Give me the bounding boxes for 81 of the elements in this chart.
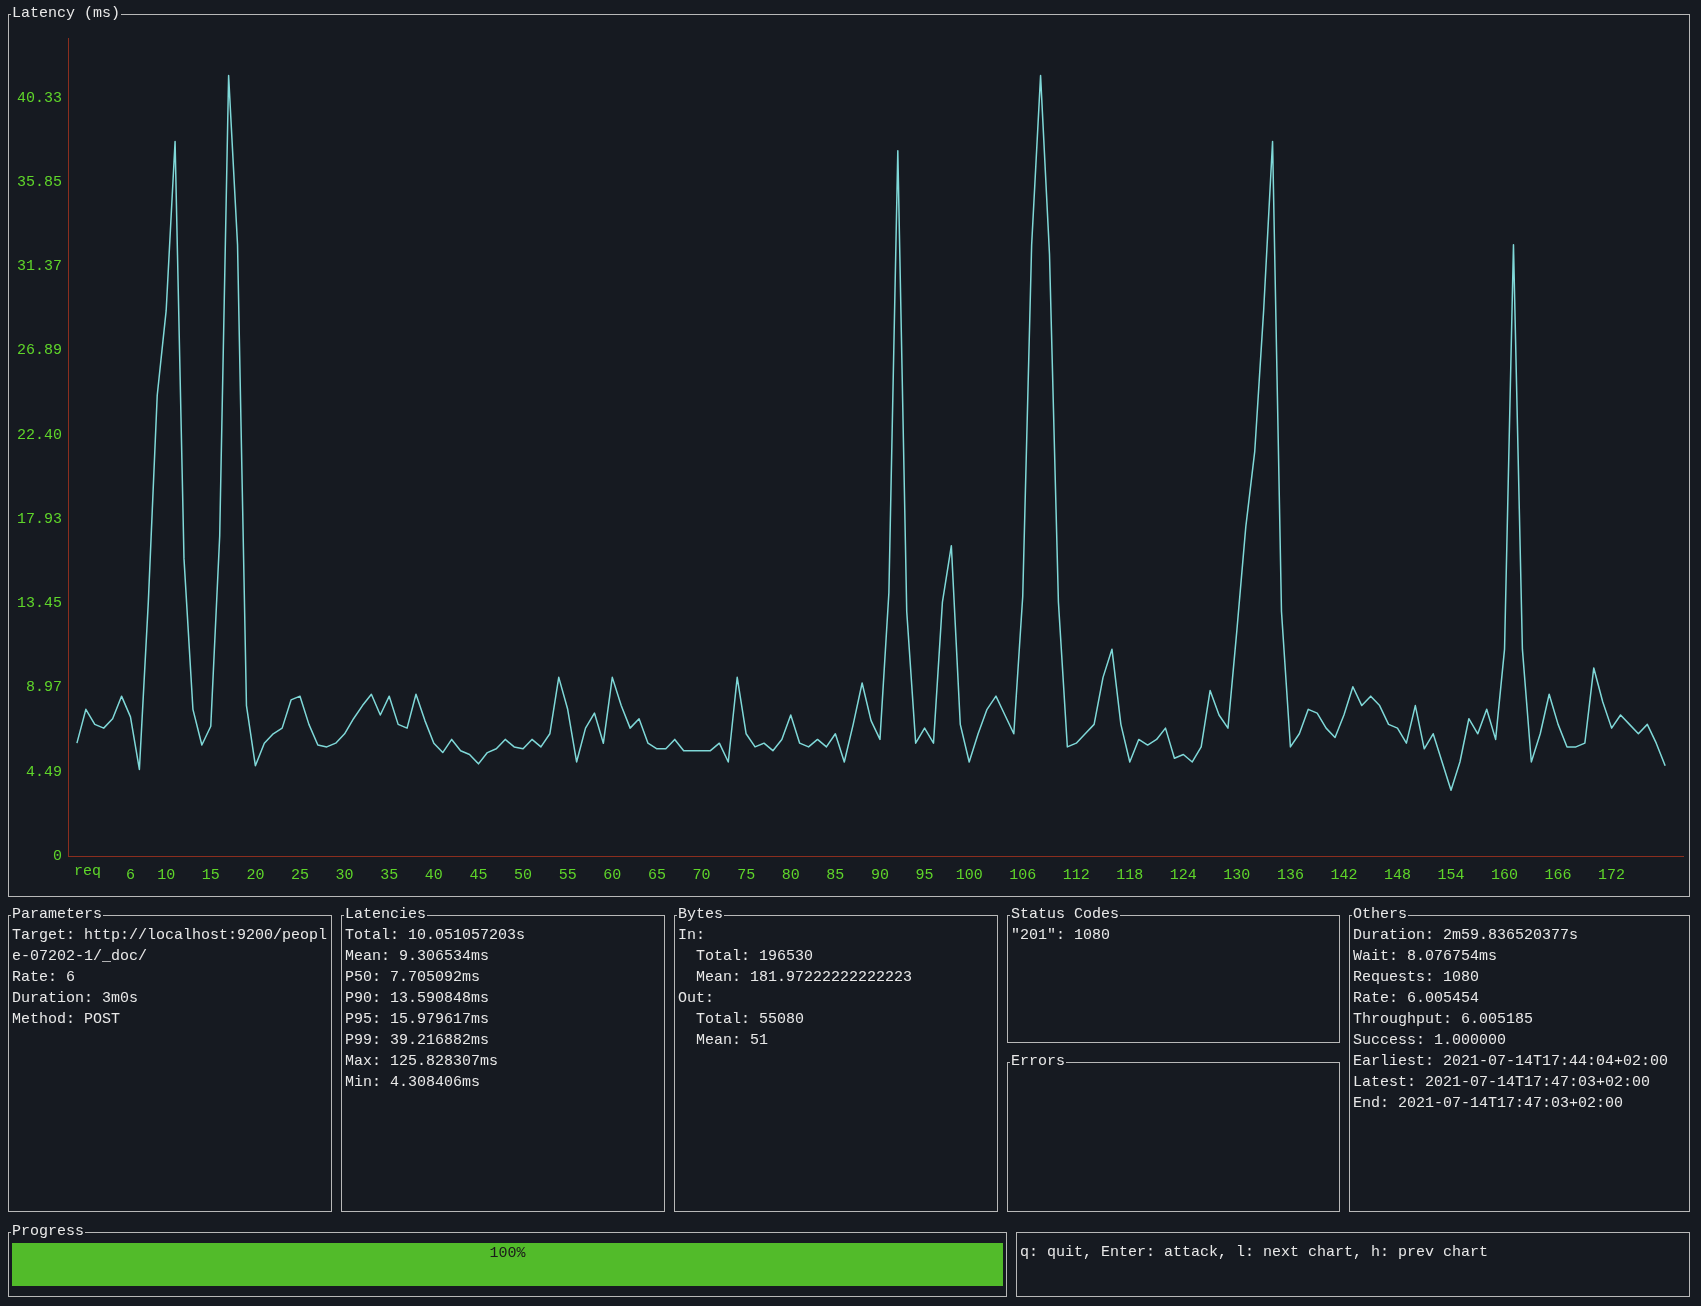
text: Total: 196530 [695, 947, 815, 967]
text: P90: 13.590848ms [345, 989, 491, 1009]
y-tick-label: 8.97 [25, 679, 63, 697]
x-tick-label: 80 [781, 866, 800, 884]
x-tick-label: 25 [290, 866, 309, 884]
text: Bytes [677, 906, 725, 924]
text: q: quit, Enter: attack, l: next chart, h: prev chart [1020, 1243, 1490, 1263]
text: Mean: 51 [695, 1031, 770, 1051]
text: 100% [488, 1244, 527, 1264]
x-tick-label: 90 [870, 866, 889, 884]
x-tick-label: 30 [335, 866, 354, 884]
x-tick-label: 166 [1544, 866, 1572, 884]
text: Duration: 3m0s [12, 989, 140, 1009]
text: Requests: 1080 [1353, 968, 1481, 988]
text: Total: 10.051057203s [345, 926, 527, 946]
x-tick-label: 75 [737, 866, 756, 884]
x-tick-label: 106 [1009, 866, 1037, 884]
x-tick-label: 40 [424, 866, 443, 884]
y-tick-label: 40.33 [16, 89, 63, 107]
text: Mean: 9.306534ms [345, 947, 491, 967]
x-tick-label: 10 [157, 866, 176, 884]
text: Status Codes [1010, 906, 1121, 924]
text: Max: 125.828307ms [345, 1052, 500, 1072]
text: Throughput: 6.005185 [1353, 1010, 1535, 1030]
y-tick-label: 13.45 [16, 595, 63, 613]
x-tick-label: 112 [1062, 866, 1090, 884]
text: Latencies [344, 906, 428, 924]
text: Min: 4.308406ms [345, 1073, 482, 1093]
x-tick-label: 142 [1330, 866, 1358, 884]
x-tick-label: 6 [125, 866, 135, 884]
text: Rate: 6.005454 [1353, 989, 1481, 1009]
text: Others [1352, 906, 1409, 924]
text: End: 2021-07-14T17:47:03+02:00 [1353, 1094, 1625, 1114]
text: P99: 39.216882ms [345, 1031, 491, 1051]
text: Out: [678, 989, 715, 1009]
y-tick-label: 22.40 [16, 426, 63, 444]
text: P50: 7.705092ms [345, 968, 482, 988]
x-tick-label: 100 [955, 866, 983, 884]
x-tick-label: 130 [1223, 866, 1251, 884]
x-tick-label: 160 [1491, 866, 1519, 884]
y-tick-label: 26.89 [16, 342, 63, 360]
chart-title: Latency (ms) [11, 5, 122, 23]
x-tick-label: 50 [514, 866, 533, 884]
text: Target: http://localhost:9200/people-07202-1/_doc/ [12, 926, 328, 967]
text: Method: POST [12, 1010, 122, 1030]
x-tick-label: 15 [201, 866, 220, 884]
x-tick-label: 95 [915, 866, 934, 884]
x-tick-label: 154 [1437, 866, 1465, 884]
text: Progress [11, 1223, 86, 1241]
text: P95: 15.979617ms [345, 1010, 491, 1030]
x-tick-label: 136 [1276, 866, 1304, 884]
text: Earliest: 2021-07-14T17:44:04+02:00 [1353, 1052, 1670, 1072]
y-tick-label: 35.85 [16, 173, 63, 191]
x-tick-label: 85 [826, 866, 845, 884]
x-tick-label: 118 [1116, 866, 1144, 884]
text: Rate: 6 [12, 968, 76, 988]
y-tick-label: 4.49 [25, 763, 63, 781]
x-tick-label: 70 [692, 866, 711, 884]
x-tick-label: 35 [380, 866, 399, 884]
x-tick-label: 65 [647, 866, 666, 884]
text: "201": 1080 [1011, 926, 1112, 946]
y-tick-label: 0 [52, 847, 63, 865]
x-tick-label: 172 [1598, 866, 1626, 884]
text: Mean: 181.97222222222223 [695, 968, 914, 988]
x-tick-label: 148 [1383, 866, 1411, 884]
text: Duration: 2m59.836520377s [1353, 926, 1580, 946]
y-tick-label: 17.93 [16, 510, 63, 528]
x-tick-label: 45 [469, 866, 488, 884]
text: Success: 1.000000 [1353, 1031, 1508, 1051]
text: In: [678, 926, 706, 946]
x-axis-title: req [74, 863, 102, 881]
text: Total: 55080 [695, 1010, 806, 1030]
text: Wait: 8.076754ms [1353, 947, 1499, 967]
text: Latest: 2021-07-14T17:47:03+02:00 [1353, 1073, 1652, 1093]
text: Errors [1010, 1053, 1067, 1071]
x-tick-label: 20 [246, 866, 265, 884]
text: Parameters [11, 906, 104, 924]
x-tick-label: 60 [603, 866, 622, 884]
x-tick-label: 124 [1169, 866, 1197, 884]
y-tick-label: 31.37 [16, 258, 63, 276]
x-tick-label: 55 [558, 866, 577, 884]
